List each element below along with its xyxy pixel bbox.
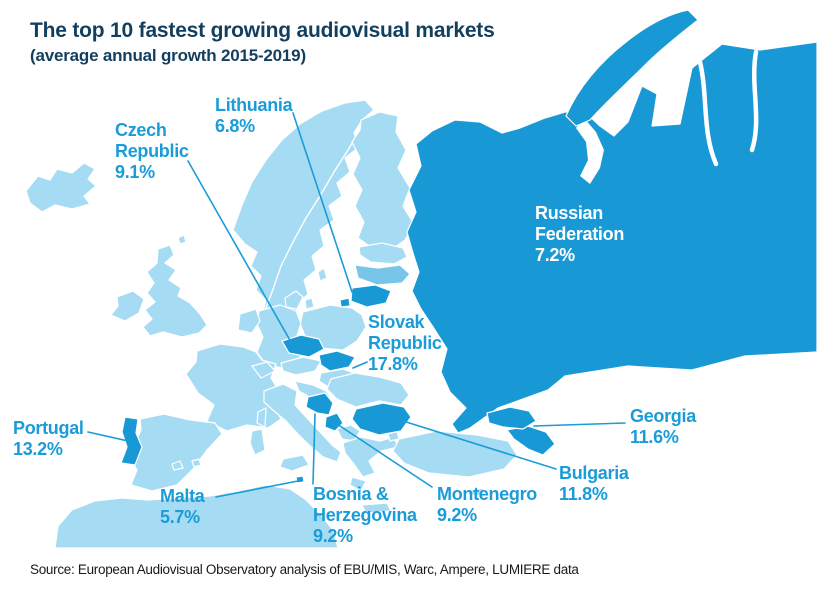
growth-value: 11.8%: [559, 484, 608, 504]
white-sea: [576, 118, 604, 184]
country-norway-sweden: [232, 99, 375, 331]
island-gotland: [317, 267, 328, 282]
country-north-africa: [54, 484, 339, 549]
page-subtitle: (average annual growth 2015-2019): [30, 46, 306, 65]
country-name: Bosnia & Herzegovina: [313, 484, 417, 525]
callout-bulgaria: [402, 420, 557, 470]
callout-malta: [215, 480, 299, 498]
country-benelux: [237, 308, 261, 334]
country-georgia: [486, 406, 537, 430]
country-czech-republic: [281, 334, 325, 358]
growth-value: 6.8%: [215, 116, 255, 136]
growth-value: 17.8%: [368, 354, 418, 374]
country-name: Portugal: [13, 418, 84, 438]
label-bulgaria: Bulgaria 11.8%: [559, 463, 649, 505]
country-portugal: [120, 416, 143, 466]
island-crete: [361, 502, 392, 514]
country-switzerland: [251, 361, 276, 379]
label-lithuania: Lithuania 6.8%: [215, 95, 305, 137]
country-lithuania: [350, 284, 392, 308]
river-ob: [749, 49, 759, 153]
growth-value: 9.2%: [437, 505, 477, 525]
river-pechora: [697, 59, 719, 167]
label-malta: Malta 5.7%: [160, 486, 230, 528]
peninsula-peloponnese: [349, 476, 367, 492]
label-russian-federation: Russian Federation 7.2%: [535, 203, 635, 266]
page-title: The top 10 fastest growing audiovisual m…: [30, 19, 495, 42]
growth-value: 9.1%: [115, 162, 155, 182]
country-slovak-republic: [318, 350, 356, 372]
island-corsica: [256, 407, 267, 428]
country-estonia: [358, 242, 408, 265]
callout-czech: [187, 160, 292, 343]
country-finland: [351, 111, 415, 251]
label-montenegro: Montenegro 9.2%: [437, 484, 557, 526]
country-denmark: [284, 290, 304, 310]
country-name: Slovak Republic: [368, 312, 442, 353]
callout-lines: [87, 112, 626, 498]
country-romania: [326, 372, 410, 408]
label-georgia: Georgia 11.6%: [630, 406, 720, 448]
country-name: Czech Republic: [115, 120, 189, 161]
country-name: Georgia: [630, 406, 696, 426]
country-spain: [128, 413, 223, 492]
country-greece: [342, 436, 399, 478]
country-albania-macedonia: [336, 424, 361, 442]
island-sicily: [279, 454, 310, 472]
label-czech-republic: Czech Republic 9.1%: [115, 120, 197, 183]
country-armenia-azerbaijan: [506, 425, 556, 456]
callout-bosnia: [312, 413, 316, 485]
country-name: Malta: [160, 486, 205, 506]
country-name: Bulgaria: [559, 463, 629, 483]
island-sardinia: [249, 428, 266, 456]
country-kaliningrad: [339, 297, 351, 308]
country-bulgaria: [351, 402, 412, 436]
label-slovak-republic: Slovak Republic 17.8%: [368, 312, 452, 375]
callout-lithuania: [292, 112, 353, 293]
growth-value: 5.7%: [160, 507, 200, 527]
country-name: Russian Federation: [535, 203, 625, 244]
country-montenegro: [324, 412, 344, 432]
islands-balearic: [171, 458, 202, 471]
source-note: Source: European Audiovisual Observatory…: [30, 562, 579, 577]
label-bosnia-herzegovina: Bosnia & Herzegovina 9.2%: [313, 484, 425, 547]
callout-georgia: [533, 422, 626, 427]
country-name: Montenegro: [437, 484, 537, 504]
island-zealand: [304, 297, 315, 310]
country-ireland: [110, 290, 145, 322]
growth-value: 11.6%: [630, 427, 679, 447]
growth-value: 13.2%: [13, 439, 63, 459]
callout-slovak: [352, 361, 368, 369]
label-portugal: Portugal 13.2%: [13, 418, 105, 460]
country-austria: [280, 356, 322, 376]
growth-value: 9.2%: [313, 526, 353, 546]
callout-portugal: [87, 431, 129, 442]
country-latvia: [354, 264, 411, 286]
border-norway-sweden: [261, 129, 361, 319]
country-iceland: [25, 162, 97, 213]
callout-montenegro: [339, 425, 433, 488]
country-bosnia-herzegovina: [305, 392, 334, 416]
island-cyprus: [467, 487, 486, 497]
islands-novaya-zemlya: [565, 9, 699, 127]
country-united-kingdom: [142, 244, 208, 338]
island-shetland: [177, 234, 187, 245]
header: The top 10 fastest growing audiovisual m…: [30, 18, 590, 66]
growth-value: 7.2%: [535, 245, 575, 265]
country-russia: [406, 41, 817, 434]
country-turkey: [392, 430, 518, 478]
country-name: Lithuania: [215, 95, 293, 115]
country-italy: [263, 383, 342, 463]
